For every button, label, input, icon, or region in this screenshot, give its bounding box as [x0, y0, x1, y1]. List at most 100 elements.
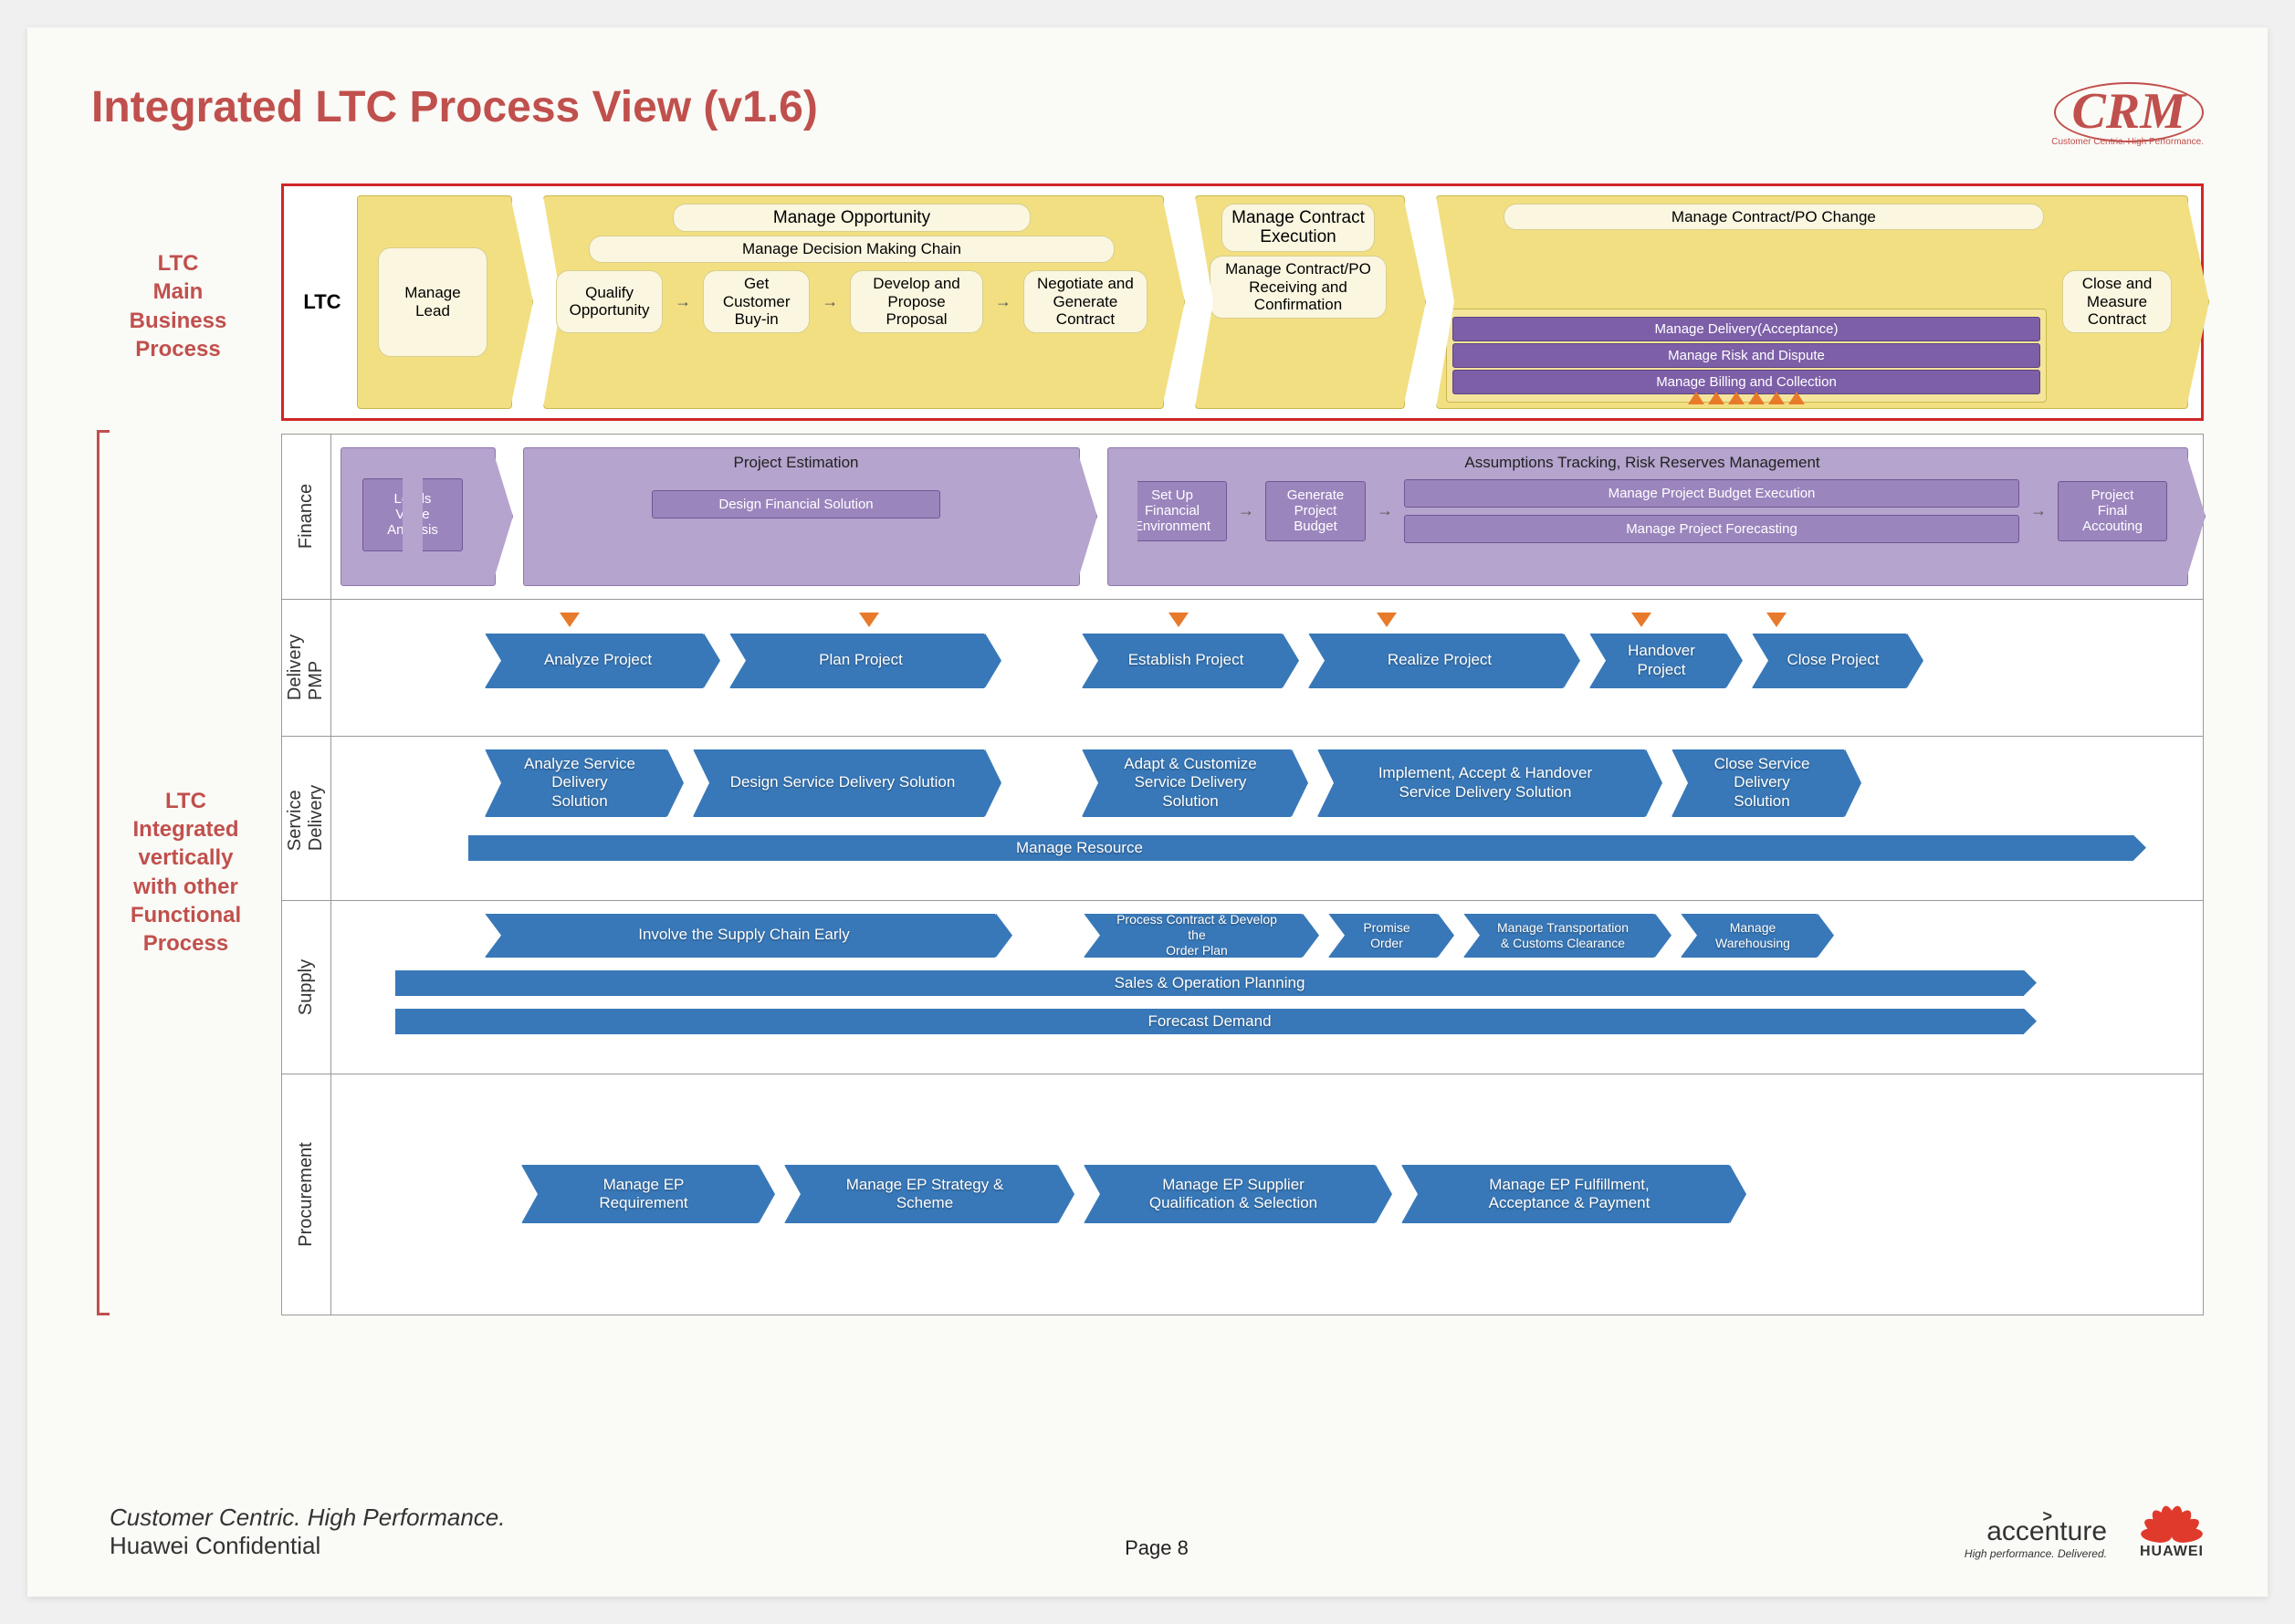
lane-service-delivery: Service Delivery Analyze Service Deliver…: [282, 736, 2203, 900]
design-financial-solution: Design Financial Solution: [652, 490, 941, 519]
setup-financial-env: Set Up Financial Environment: [1117, 481, 1227, 541]
sd-adapt: Adapt & Customize Service Delivery Solut…: [1082, 749, 1292, 817]
arrow-icon: →: [2030, 501, 2047, 520]
supply-forecast: Forecast Demand: [395, 1009, 2024, 1034]
contract-po-change: Manage Contract/PO Change: [1504, 204, 2044, 231]
huawei-logo: HUAWEI: [2140, 1498, 2204, 1560]
proc-supplier: Manage EP Supplier Qualification & Selec…: [1084, 1165, 1376, 1223]
lane-procurement: Procurement Manage EP Requirement Manage…: [282, 1074, 2203, 1315]
crm-logo: CRM Customer Centric. High Performance.: [2051, 82, 2204, 147]
proc-requirement: Manage EP Requirement: [521, 1165, 759, 1223]
opp-step-3: Negotiate and Generate Contract: [1023, 270, 1148, 333]
left-axis: LTC Main Business Process LTC Integrated…: [91, 183, 265, 1315]
arrow-icon: →: [1238, 501, 1254, 520]
lane-body-delivery-pmp: Analyze Project Plan Project Establish P…: [331, 600, 2203, 736]
axis-label-top: LTC Main Business Process: [91, 183, 265, 430]
lane-label-procurement: Procurement: [282, 1074, 331, 1315]
finance-tracking-band: Assumptions Tracking, Risk Reserves Mana…: [1107, 447, 2188, 586]
footer-confidential: Huawei Confidential: [110, 1532, 505, 1560]
diagram-wrap: LTC Main Business Process LTC Integrated…: [91, 183, 2204, 1315]
ltc-main-process: LTC Manage Lead Manage Opportunity Manag…: [281, 183, 2204, 421]
pmp-handover: Handover Project: [1589, 634, 1726, 688]
arrow-icon: →: [822, 292, 838, 311]
finance-estimation-band: Project Estimation Design Financial Solu…: [523, 447, 1080, 586]
generate-project-budget: Generate Project Budget: [1265, 481, 1366, 541]
axis-label-mid: LTC Integrated vertically with other Fun…: [97, 430, 265, 1315]
pmp-realize: Realize Project: [1308, 634, 1564, 688]
footer-left: Customer Centric. High Performance. Huaw…: [110, 1504, 505, 1560]
opp-step-1: Get Customer Buy-in: [703, 270, 810, 333]
assumptions-tracking-title: Assumptions Tracking, Risk Reserves Mana…: [1117, 454, 2167, 472]
title-row: Integrated LTC Process View (v1.6) CRM C…: [91, 82, 2204, 147]
project-final-accounting: Project Final Accouting: [2058, 481, 2167, 541]
bar-delivery: Manage Delivery(Acceptance): [1452, 317, 2040, 341]
accenture-arrow-icon: >: [2042, 1507, 2052, 1526]
huawei-text: HUAWEI: [2140, 1544, 2204, 1560]
footer-tagline: Customer Centric. High Performance.: [110, 1504, 505, 1532]
lane-delivery-pmp: Delivery PMP Analyze Project: [282, 599, 2203, 736]
manage-opportunity: Manage Opportunity Manage Decision Makin…: [543, 195, 1164, 409]
manage-budget-execution: Manage Project Budget Execution: [1404, 479, 2019, 508]
supply-involve-early: Involve the Supply Chain Early: [485, 914, 996, 958]
manage-lead: Manage Lead: [357, 195, 512, 409]
manage-lead-pill: Manage Lead: [378, 247, 487, 357]
huawei-petals-icon: [2140, 1498, 2204, 1544]
arrow-icon: →: [1377, 501, 1393, 520]
arrow-icon: →: [675, 292, 691, 311]
footer: Customer Centric. High Performance. Huaw…: [110, 1498, 2204, 1560]
decision-chain: Manage Decision Making Chain: [589, 236, 1115, 263]
proc-strategy: Manage EP Strategy & Scheme: [784, 1165, 1058, 1223]
lane-body-finance: Leads Value Analysis Project Estimation …: [331, 435, 2203, 599]
page-title: Integrated LTC Process View (v1.6): [91, 82, 818, 132]
lane-label-delivery-pmp: Delivery PMP: [282, 600, 331, 736]
lane-supply: Supply Involve the Supply Chain Early Pr…: [282, 900, 2203, 1074]
pmp-close: Close Project: [1752, 634, 1907, 688]
manage-forecasting: Manage Project Forecasting: [1404, 515, 2019, 543]
supply-promise-order: Promise Order: [1328, 914, 1438, 958]
bar-billing: Manage Billing and Collection: [1452, 370, 2040, 394]
pmp-establish: Establish Project: [1082, 634, 1283, 688]
opp-step-2: Develop and Propose Proposal: [850, 270, 983, 333]
exec-header: Manage Contract Execution: [1221, 204, 1375, 253]
pmp-plan: Plan Project: [729, 634, 985, 688]
lane-label-finance: Finance: [282, 435, 331, 599]
sd-manage-resource: Manage Resource: [468, 835, 2133, 861]
supply-sop: Sales & Operation Planning: [395, 970, 2024, 996]
crm-logo-sub: Customer Centric. High Performance.: [2051, 137, 2204, 147]
arrow-icon: →: [995, 292, 1011, 311]
exec-step: Manage Contract/PO Receiving and Confirm…: [1210, 256, 1387, 319]
lane-finance: Finance Leads Value Analysis Project Est…: [282, 435, 2203, 599]
footer-page: Page 8: [1125, 1536, 1189, 1560]
diagram: LTC Manage Lead Manage Opportunity Manag…: [281, 183, 2204, 1315]
accenture-sub: High performance. Delivered.: [1965, 1547, 2107, 1560]
leads-value-analysis: Leads Value Analysis: [362, 478, 463, 551]
sd-implement: Implement, Accept & Handover Service Del…: [1317, 749, 1646, 817]
proc-fulfillment: Manage EP Fulfillment, Acceptance & Paym…: [1401, 1165, 1730, 1223]
supply-process-contract: Process Contract & Develop the Order Pla…: [1084, 914, 1303, 958]
supply-warehousing: Manage Warehousing: [1681, 914, 1818, 958]
sd-design: Design Service Delivery Solution: [693, 749, 985, 817]
close-measure-contract: Close and Measure Contract: [2062, 270, 2172, 333]
footer-right: > accenture High performance. Delivered.…: [1965, 1498, 2204, 1560]
lane-body-supply: Involve the Supply Chain Early Process C…: [331, 901, 2203, 1074]
crm-logo-text: CRM: [2054, 82, 2205, 142]
pmp-analyze: Analyze Project: [485, 634, 704, 688]
accenture-logo: > accenture High performance. Delivered.: [1965, 1516, 2107, 1560]
swimlanes: Finance Leads Value Analysis Project Est…: [281, 434, 2204, 1315]
supply-transport: Manage Transportation & Customs Clearanc…: [1463, 914, 1655, 958]
manage-opportunity-header: Manage Opportunity: [673, 204, 1031, 233]
sd-close: Close Service Delivery Solution: [1671, 749, 1845, 817]
finance-leads: Leads Value Analysis: [341, 447, 496, 586]
project-estimation-title: Project Estimation: [533, 454, 1059, 472]
lane-body-procurement: Manage EP Requirement Manage EP Strategy…: [331, 1074, 2203, 1315]
bar-risk: Manage Risk and Dispute: [1452, 343, 2040, 368]
sd-analyze: Analyze Service Delivery Solution: [485, 749, 667, 817]
contract-change-group: Manage Contract/PO Change Manage Deliver…: [1436, 195, 2188, 409]
lane-body-service-delivery: Analyze Service Delivery Solution Design…: [331, 737, 2203, 900]
slide-page: Integrated LTC Process View (v1.6) CRM C…: [27, 27, 2268, 1597]
lane-label-supply: Supply: [282, 901, 331, 1074]
lane-label-service-delivery: Service Delivery: [282, 737, 331, 900]
bar-billing-label: Manage Billing and Collection: [1656, 374, 1837, 390]
manage-contract-execution: Manage Contract Execution Manage Contrac…: [1195, 195, 1405, 409]
ltc-label: LTC: [297, 195, 348, 409]
